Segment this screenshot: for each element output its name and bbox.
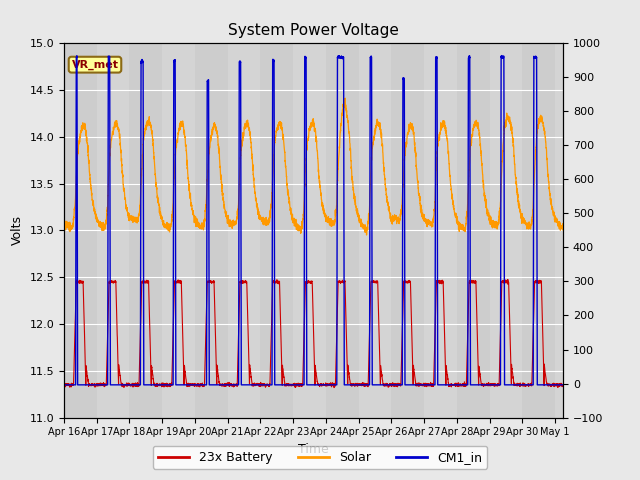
Bar [391, 43, 424, 418]
Bar [195, 43, 228, 418]
Bar [457, 43, 490, 418]
Bar [522, 43, 555, 418]
Legend: 23x Battery, Solar, CM1_in: 23x Battery, Solar, CM1_in [153, 446, 487, 469]
Y-axis label: Volts: Volts [11, 216, 24, 245]
Title: System Power Voltage: System Power Voltage [228, 23, 399, 38]
Bar [129, 43, 162, 418]
Text: VR_met: VR_met [72, 60, 118, 70]
Bar [260, 43, 293, 418]
Bar [326, 43, 358, 418]
Bar [64, 43, 97, 418]
X-axis label: Time: Time [298, 443, 329, 456]
